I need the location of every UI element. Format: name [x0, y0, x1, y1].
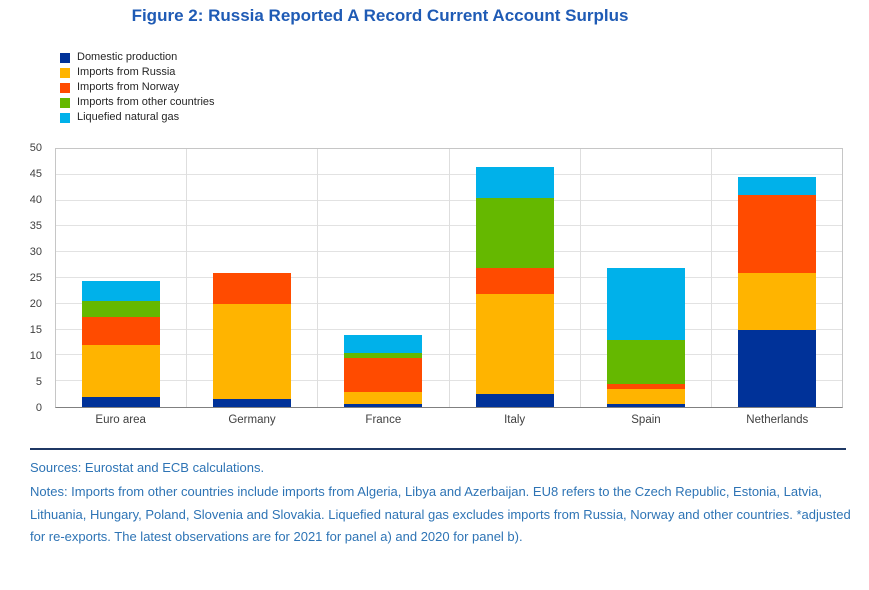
bar-segment [213, 303, 292, 400]
y-axis-tick-label: 5 [35, 376, 42, 388]
stacked-bar [213, 149, 292, 407]
bar-segment [737, 177, 816, 196]
x-axis-category-label: Euro area [95, 414, 146, 426]
bar-segment [344, 352, 423, 358]
legend-swatch [60, 112, 70, 123]
y-axis-tick-label: 20 [29, 298, 42, 310]
y-axis-tick-label: 45 [29, 168, 42, 180]
y-axis-tick-label: 0 [35, 402, 42, 414]
bar-segment [344, 334, 423, 353]
bar-segment [82, 316, 161, 346]
bar-segment [606, 388, 685, 405]
bar-segment [737, 272, 816, 330]
category-column [187, 149, 319, 407]
legend-item: Domestic production [60, 52, 215, 63]
bar-segment [82, 280, 161, 302]
stacked-bar [82, 149, 161, 407]
bar-segment [606, 383, 685, 389]
legend-label: Imports from other countries [77, 96, 215, 108]
stacked-bar [475, 149, 554, 407]
legend-swatch [60, 52, 70, 63]
bar-segment [737, 195, 816, 273]
legend-label: Imports from Norway [77, 81, 180, 93]
legend: Domestic production Imports from Russia Im… [60, 52, 215, 123]
x-axis-category-label: Netherlands [746, 414, 809, 426]
bar-segment [606, 267, 685, 340]
y-axis-tick-label: 35 [29, 220, 42, 232]
legend-swatch [60, 97, 70, 108]
bar-segment [475, 267, 554, 294]
stacked-bar [606, 149, 685, 407]
divider [30, 448, 846, 450]
y-axis-tick-label: 50 [29, 142, 42, 154]
bar-segment [475, 394, 554, 407]
y-axis-tick-label: 10 [29, 350, 42, 362]
columns [56, 149, 842, 407]
x-axis-category-label: Italy [504, 414, 526, 426]
legend-item: Imports from other countries [60, 97, 215, 108]
bar-segment [213, 399, 292, 407]
y-axis-labels: 0 5 10 15 20 25 30 35 40 45 50 [8, 142, 48, 414]
sources-text: Sources: Eurostat and ECB calculations. [30, 460, 265, 475]
y-axis-tick-label: 30 [29, 246, 42, 258]
category-column [581, 149, 712, 407]
plot-wrap [55, 148, 843, 408]
legend-item: Imports from Russia [60, 67, 215, 78]
category-column [450, 149, 581, 407]
bar-segment [344, 358, 423, 392]
legend-swatch [60, 67, 70, 78]
bar-segment [475, 198, 554, 268]
legend-label: Domestic production [77, 51, 178, 63]
legend-label: Imports from Russia [77, 66, 176, 78]
legend-swatch [60, 82, 70, 93]
legend-label: Liquefied natural gas [77, 111, 180, 123]
legend-item: Imports from Norway [60, 82, 215, 93]
bar-segment [82, 345, 161, 397]
bar-segment [737, 329, 816, 407]
x-axis-category-label: Germany [228, 414, 276, 426]
stacked-bar [737, 149, 816, 407]
bar-segment [344, 391, 423, 405]
bar-segment [213, 272, 292, 304]
bar-segment [606, 339, 685, 384]
bar-segment [475, 167, 554, 199]
bar-segment [475, 293, 554, 395]
y-axis-tick-label: 15 [29, 324, 42, 336]
stacked-bar [344, 149, 423, 407]
category-column [712, 149, 842, 407]
y-axis-tick-label: 25 [29, 272, 42, 284]
plot-area [55, 148, 843, 408]
figure-title: Figure 2: Russia Reported A Record Curre… [131, 6, 629, 25]
bar-segment [82, 301, 161, 317]
x-axis-category-label: Spain [631, 414, 661, 426]
x-axis-labels: Euro area Germany France Italy Spain Netherla… [55, 414, 843, 426]
bar-segment [606, 404, 685, 407]
notes-text: Notes: Imports from other countries incl… [30, 484, 851, 544]
bar-segment [82, 396, 161, 407]
y-axis-tick-label: 40 [29, 194, 42, 206]
legend-item: Liquefied natural gas [60, 112, 215, 123]
x-axis-category-label: France [365, 414, 402, 426]
bar-segment [344, 404, 423, 407]
category-column [56, 149, 188, 407]
category-column [318, 149, 450, 407]
